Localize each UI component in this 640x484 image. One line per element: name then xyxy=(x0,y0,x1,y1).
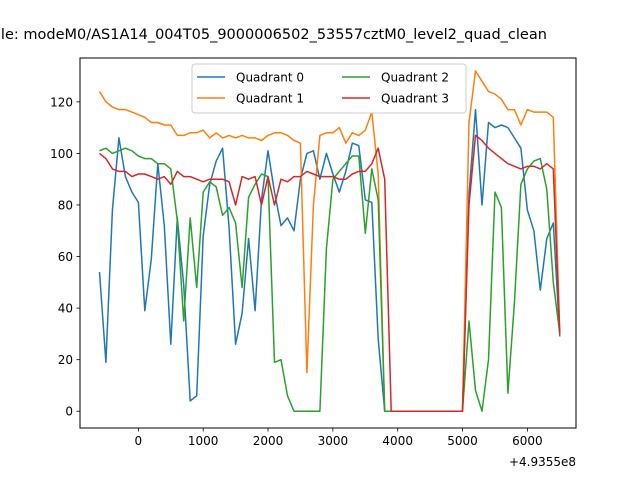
chart-title: n file: modeM0/AS1A14_004T05_9000006502_… xyxy=(0,27,547,43)
x-tick-label: 4000 xyxy=(382,434,413,448)
series-line-quadrant-0 xyxy=(98,108,561,412)
y-tick-label: 40 xyxy=(58,302,73,316)
legend-label-quadrant-1: Quadrant 1 xyxy=(236,92,304,106)
series-line-quadrant-3 xyxy=(99,134,561,412)
plot-series-group xyxy=(98,70,561,412)
plot-area-frame xyxy=(79,57,577,429)
legend-label-quadrant-3: Quadrant 3 xyxy=(381,92,449,106)
x-tick-label: 5000 xyxy=(447,434,478,448)
x-tick-label: 3000 xyxy=(318,434,349,448)
legend-label-quadrant-2: Quadrant 2 xyxy=(381,71,449,85)
x-tick-label: 6000 xyxy=(512,434,543,448)
y-tick-label: 100 xyxy=(50,147,73,161)
x-tick-label: 2000 xyxy=(253,434,284,448)
x-axis: 0 1000 2000 3000 4000 5000 6000 xyxy=(135,428,543,448)
legend: Quadrant 0 Quadrant 1 Quadrant 2 Quadrant 3 xyxy=(191,63,467,114)
y-tick-label: 20 xyxy=(58,353,73,367)
series-line-quadrant-2 xyxy=(99,147,561,412)
y-tick-label: 60 xyxy=(58,250,73,264)
legend-label-quadrant-0: Quadrant 0 xyxy=(236,71,304,85)
y-axis: 0 20 40 60 80 100 120 xyxy=(50,95,80,419)
x-axis-offset-label: +4.9355e8 xyxy=(509,455,576,469)
y-tick-label: 120 xyxy=(50,95,73,109)
legend-frame xyxy=(191,63,467,114)
y-tick-label: 80 xyxy=(58,198,73,212)
y-tick-label: 0 xyxy=(65,405,73,419)
x-tick-label: 0 xyxy=(135,434,143,448)
x-tick-label: 1000 xyxy=(188,434,219,448)
series-line-quadrant-1 xyxy=(98,70,561,412)
